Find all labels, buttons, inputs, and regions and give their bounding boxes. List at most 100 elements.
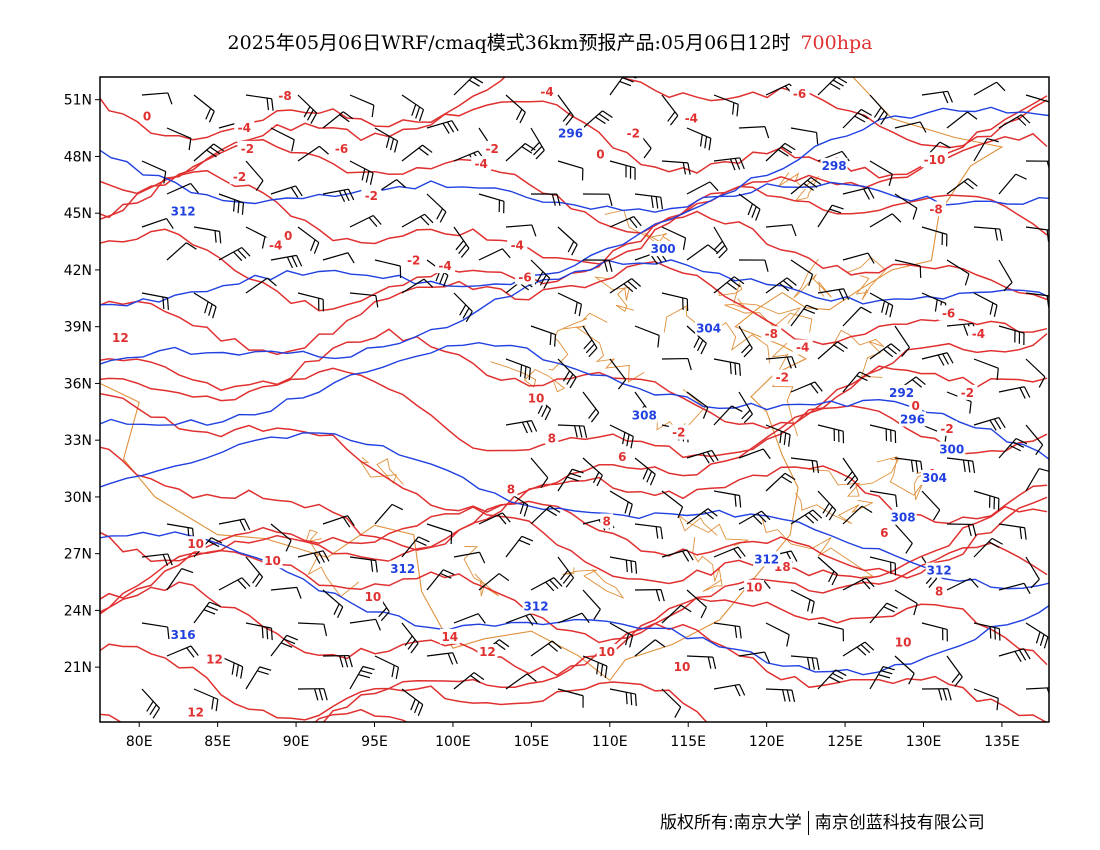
barb-flag	[571, 244, 578, 256]
height-isoline	[100, 341, 1049, 461]
wind-barb	[401, 622, 419, 654]
wind-barb	[842, 505, 873, 525]
barb-flag	[370, 559, 374, 572]
wind-barb	[193, 143, 224, 162]
wind-barb	[245, 556, 264, 588]
barb-staff	[686, 391, 709, 408]
barb-flag	[628, 504, 633, 517]
barb-flag	[237, 249, 247, 259]
temperature-label: -6	[942, 306, 955, 320]
barb-staff	[713, 358, 740, 365]
temperature-label: 0	[911, 399, 919, 413]
barb-flag	[167, 553, 173, 566]
wind-barb	[270, 523, 292, 552]
barb-staff	[765, 472, 786, 492]
height-label: 298	[822, 159, 847, 173]
temperature-label-bg	[504, 481, 518, 497]
barb-staff	[141, 92, 168, 96]
barb-flag	[241, 247, 251, 257]
barb-flag	[524, 366, 527, 379]
barb-flag	[149, 704, 157, 716]
temperature-label: -2	[961, 386, 974, 400]
wind-barb	[401, 278, 434, 294]
barb-staff	[686, 508, 709, 525]
barb-flag	[655, 196, 659, 209]
barb-flag	[578, 425, 583, 438]
barb-flag	[452, 652, 458, 665]
wind-barb	[790, 381, 823, 394]
barb-flag	[649, 474, 656, 486]
wind-barb	[322, 589, 344, 618]
barb-flag	[680, 604, 692, 613]
barb-staff	[998, 173, 1017, 195]
barb-flag	[687, 162, 691, 175]
barb-flag	[880, 114, 888, 125]
barb-flag	[167, 627, 170, 640]
barb-flag	[186, 647, 195, 658]
barb-flag	[291, 139, 295, 152]
lon-label: 135E	[984, 734, 1020, 750]
barb-flag	[190, 183, 199, 194]
wind-barb	[713, 683, 746, 697]
barb-staff	[946, 111, 968, 129]
barb-flag	[581, 612, 590, 624]
temperature-isoline	[100, 365, 1048, 459]
barb-flag	[703, 510, 714, 520]
barb-flag	[602, 110, 613, 118]
barb-flag	[447, 653, 454, 665]
temperature-label: -2	[365, 189, 378, 203]
barb-flag	[515, 108, 523, 121]
barb-staff	[946, 577, 971, 591]
barb-flag	[562, 573, 572, 584]
barb-flag	[588, 347, 598, 358]
barb-flag	[419, 109, 425, 122]
barb-flag	[788, 434, 791, 447]
temperature-label: -2	[485, 142, 498, 156]
barb-staff	[817, 669, 837, 690]
wind-barb	[973, 416, 1006, 431]
temperature-label: 8	[548, 431, 556, 445]
wind-barb	[453, 226, 470, 258]
barb-staff	[713, 226, 728, 250]
wind-barb	[686, 244, 718, 261]
barb-staff	[297, 622, 324, 625]
temperature-label: -2	[672, 426, 685, 440]
barb-staff	[713, 405, 733, 426]
wind-barb	[894, 523, 913, 554]
barb-staff	[505, 143, 526, 162]
barb-flag	[988, 541, 1000, 549]
barb-flag	[911, 379, 922, 388]
barb-flag	[998, 417, 1006, 429]
barb-staff	[894, 121, 921, 129]
barb-staff	[557, 160, 584, 170]
barb-flag	[807, 179, 818, 188]
wind-barb	[1025, 358, 1046, 388]
lat-label: 39N	[64, 320, 92, 336]
barb-flag	[1016, 116, 1027, 126]
barb-flag	[707, 244, 718, 253]
wind-barb	[713, 490, 742, 508]
wind-barb	[686, 449, 719, 464]
temperature-label-bg	[926, 201, 947, 217]
barb-flag	[859, 371, 871, 378]
barb-flag	[545, 581, 555, 592]
wind-barb	[921, 490, 941, 521]
temperature-label: 10	[187, 537, 204, 551]
temperature-isoline	[100, 542, 1048, 644]
temperature-label-bg	[615, 449, 629, 465]
barb-flag	[600, 664, 604, 677]
wind-barb	[998, 386, 1031, 399]
barb-flag	[811, 460, 815, 473]
barb-staff	[557, 556, 575, 579]
wind-barb	[713, 157, 745, 171]
wind-barb	[478, 193, 505, 214]
barb-flag	[271, 98, 274, 111]
wind-barb	[582, 259, 613, 272]
barb-flag	[629, 635, 634, 648]
wind-barb	[790, 176, 822, 195]
wind-barb	[193, 688, 219, 712]
wind-barb	[921, 688, 952, 701]
barb-flag	[622, 77, 634, 83]
barb-flag	[734, 625, 738, 638]
province-border	[305, 529, 360, 598]
